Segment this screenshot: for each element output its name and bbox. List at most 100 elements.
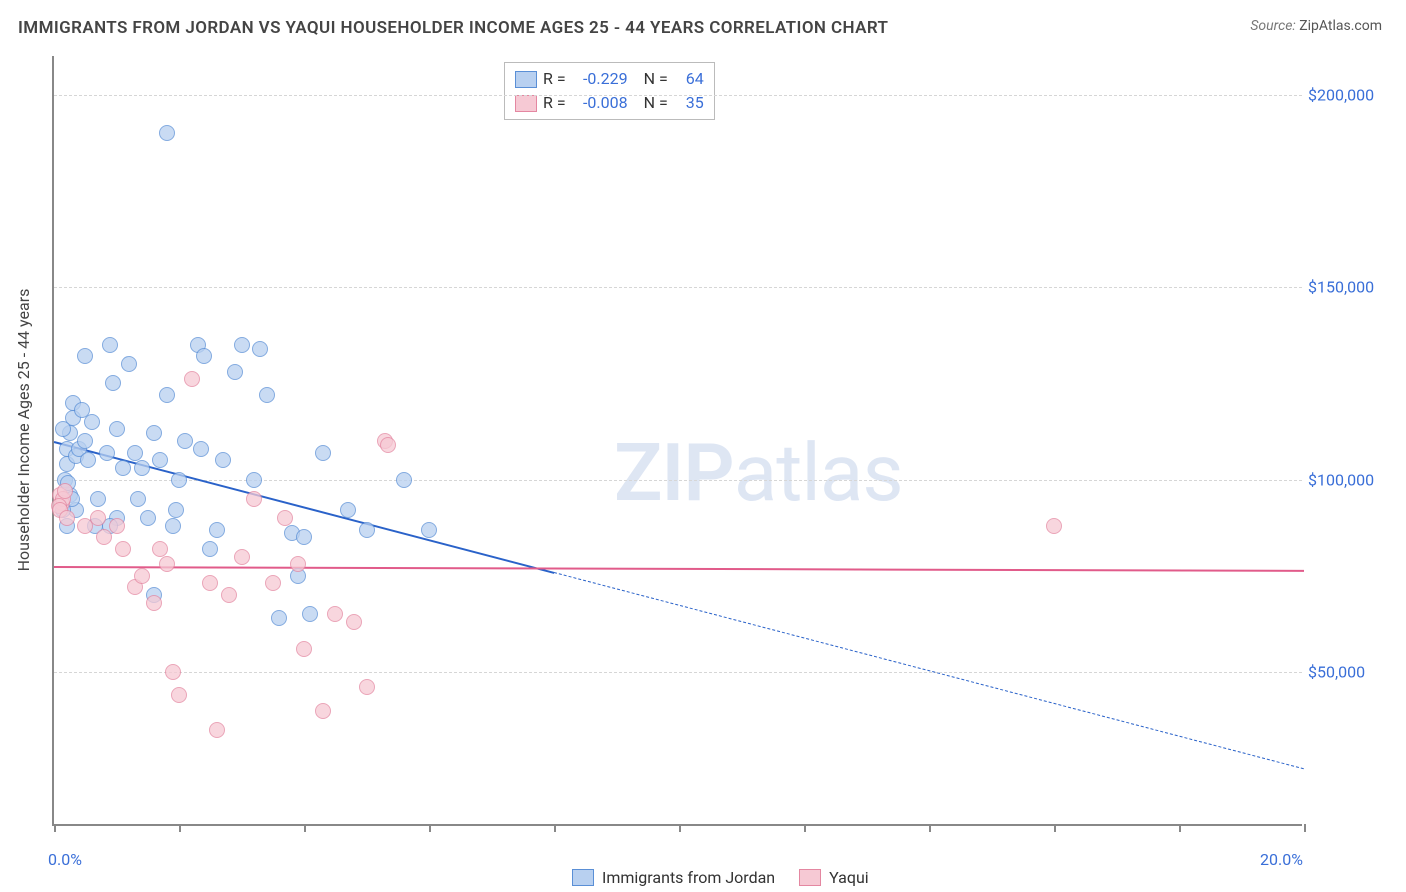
gridline: [54, 95, 1302, 96]
data-point-jordan: [152, 452, 168, 468]
data-point-yaqui: [159, 556, 175, 572]
data-point-jordan: [165, 518, 181, 534]
data-point-jordan: [259, 387, 275, 403]
data-point-yaqui: [246, 491, 262, 507]
series-label: Yaqui: [829, 868, 869, 887]
data-point-jordan: [146, 425, 162, 441]
y-tick-label: $50,000: [1308, 663, 1396, 682]
y-tick-label: $150,000: [1308, 278, 1396, 297]
x-tick: [54, 824, 56, 832]
data-point-jordan: [227, 364, 243, 380]
data-point-jordan: [140, 510, 156, 526]
data-point-yaqui: [184, 371, 200, 387]
data-point-jordan: [171, 472, 187, 488]
data-point-jordan: [109, 421, 125, 437]
x-tick: [679, 824, 681, 832]
data-point-jordan: [130, 491, 146, 507]
x-axis-max-label: 20.0%: [1260, 850, 1303, 869]
data-point-yaqui: [202, 575, 218, 591]
data-point-yaqui: [290, 556, 306, 572]
data-point-jordan: [77, 348, 93, 364]
x-tick: [1179, 824, 1181, 832]
data-point-jordan: [102, 337, 118, 353]
data-point-yaqui: [221, 587, 237, 603]
series-legend-item-yaqui: Yaqui: [799, 868, 869, 887]
legend-swatch: [515, 95, 537, 112]
legend-swatch: [572, 869, 594, 886]
data-point-jordan: [215, 452, 231, 468]
data-point-jordan: [302, 606, 318, 622]
data-point-yaqui: [59, 510, 75, 526]
legend-row-jordan: R =-0.229N =64: [515, 67, 704, 91]
data-point-jordan: [168, 502, 184, 518]
data-point-jordan: [202, 541, 218, 557]
data-point-jordan: [421, 522, 437, 538]
data-point-jordan: [271, 610, 287, 626]
data-point-yaqui: [296, 641, 312, 657]
trendline: [54, 566, 1304, 572]
scatter-chart: ZIPatlas R =-0.229N =64R =-0.008N =35 $5…: [52, 56, 1302, 826]
source-name: ZipAtlas.com: [1299, 18, 1382, 34]
source-attribution: Source: ZipAtlas.com: [1250, 18, 1382, 34]
watermark: ZIPatlas: [614, 426, 903, 520]
data-point-yaqui: [346, 614, 362, 630]
data-point-jordan: [84, 414, 100, 430]
data-point-jordan: [359, 522, 375, 538]
x-tick: [179, 824, 181, 832]
legend-n-label: N =: [644, 67, 668, 91]
data-point-jordan: [134, 460, 150, 476]
data-point-yaqui: [359, 679, 375, 695]
data-point-jordan: [115, 460, 131, 476]
data-point-yaqui: [109, 518, 125, 534]
y-tick-label: $100,000: [1308, 470, 1396, 489]
header: IMMIGRANTS FROM JORDAN VS YAQUI HOUSEHOL…: [0, 0, 1406, 46]
data-point-jordan: [193, 441, 209, 457]
data-point-jordan: [234, 337, 250, 353]
data-point-jordan: [159, 125, 175, 141]
data-point-jordan: [396, 472, 412, 488]
data-point-yaqui: [96, 529, 112, 545]
x-tick: [1304, 824, 1306, 832]
data-point-yaqui: [265, 575, 281, 591]
data-point-yaqui: [277, 510, 293, 526]
y-axis-title: Householder Income Ages 25 - 44 years: [14, 289, 33, 572]
data-point-jordan: [105, 375, 121, 391]
legend-swatch: [515, 71, 537, 88]
data-point-jordan: [55, 421, 71, 437]
watermark-bold: ZIP: [614, 426, 734, 520]
trendline: [554, 572, 1304, 769]
series-legend-item-jordan: Immigrants from Jordan: [572, 868, 775, 887]
data-point-yaqui: [315, 703, 331, 719]
legend-r-value: -0.229: [572, 67, 628, 91]
data-point-jordan: [296, 529, 312, 545]
legend-swatch: [799, 869, 821, 886]
data-point-yaqui: [209, 722, 225, 738]
data-point-yaqui: [134, 568, 150, 584]
x-tick: [804, 824, 806, 832]
data-point-yaqui: [146, 595, 162, 611]
x-axis-min-label: 0.0%: [48, 850, 82, 869]
data-point-jordan: [90, 491, 106, 507]
data-point-jordan: [209, 522, 225, 538]
data-point-jordan: [246, 472, 262, 488]
data-point-jordan: [177, 433, 193, 449]
legend-r-label: R =: [543, 67, 566, 91]
x-tick: [1054, 824, 1056, 832]
data-point-jordan: [127, 445, 143, 461]
data-point-jordan: [80, 452, 96, 468]
gridline: [54, 480, 1302, 481]
watermark-rest: atlas: [734, 426, 903, 520]
x-tick: [929, 824, 931, 832]
data-point-jordan: [121, 356, 137, 372]
data-point-yaqui: [327, 606, 343, 622]
data-point-jordan: [252, 341, 268, 357]
data-point-jordan: [99, 445, 115, 461]
series-label: Immigrants from Jordan: [602, 868, 775, 887]
data-point-yaqui: [57, 483, 73, 499]
data-point-jordan: [159, 387, 175, 403]
data-point-yaqui: [115, 541, 131, 557]
data-point-jordan: [340, 502, 356, 518]
data-point-jordan: [77, 433, 93, 449]
data-point-yaqui: [234, 549, 250, 565]
data-point-yaqui: [165, 664, 181, 680]
